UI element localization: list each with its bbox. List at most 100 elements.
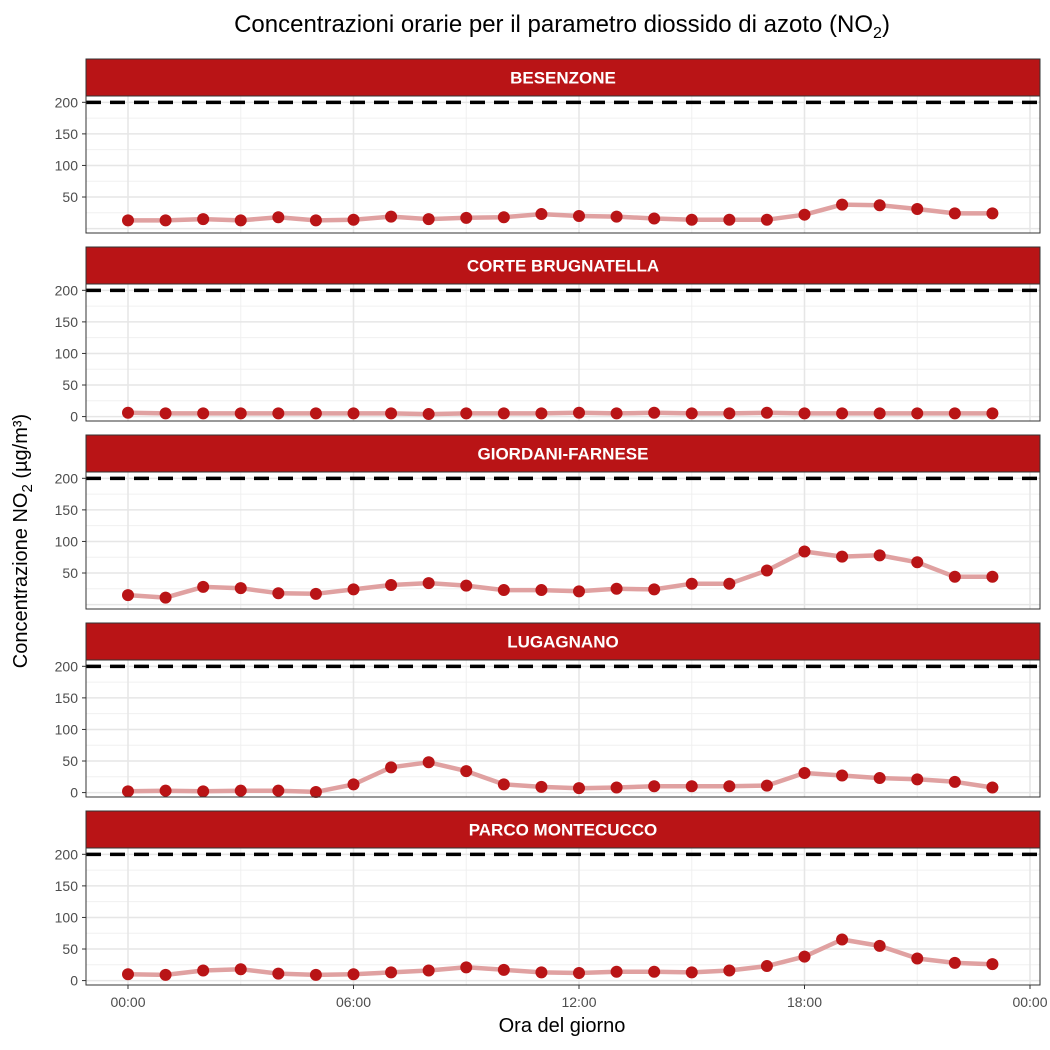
data-point (911, 407, 924, 420)
data-point (234, 407, 247, 420)
data-point (122, 968, 134, 981)
strip-lugagnano (85, 622, 1041, 661)
data-point (197, 213, 210, 226)
data-point (385, 579, 398, 592)
data-point (836, 198, 849, 211)
data-point (873, 199, 886, 212)
data-point (535, 407, 548, 420)
data-point (948, 407, 961, 420)
data-point (234, 784, 247, 797)
data-point (535, 584, 548, 597)
data-point (535, 780, 548, 793)
x-tick-label: 06:00 (336, 994, 371, 1010)
y-tick-label: 50 (62, 189, 78, 205)
data-point (422, 756, 435, 769)
data-point (347, 968, 360, 981)
data-point (685, 780, 698, 793)
data-point (610, 781, 623, 794)
data-point (610, 965, 623, 978)
panel-border (85, 471, 1041, 610)
data-point (723, 577, 736, 590)
y-tick-label: 200 (55, 94, 79, 110)
y-tick-label: 100 (55, 533, 79, 549)
data-point (385, 407, 398, 420)
data-point (122, 406, 134, 419)
data-point (197, 785, 210, 798)
data-point (873, 549, 886, 562)
data-point (798, 950, 811, 963)
strip-label: LUGAGNANO (507, 633, 618, 652)
data-point (197, 580, 210, 593)
data-point (948, 775, 961, 788)
strip-corte-brugnatella (85, 246, 1041, 285)
data-point (723, 213, 736, 226)
data-point (460, 407, 473, 420)
data-point (272, 407, 285, 420)
data-point (760, 406, 773, 419)
data-point (535, 208, 548, 221)
y-tick-label: 0 (70, 785, 78, 801)
data-point (798, 208, 811, 221)
data-point (610, 210, 623, 223)
y-tick-label: 100 (55, 909, 79, 925)
y-tick-label: 0 (70, 409, 78, 425)
panel-border (85, 659, 1041, 798)
data-point (234, 963, 247, 976)
data-point (309, 407, 322, 420)
data-point (309, 968, 322, 981)
data-point (836, 550, 849, 563)
data-point (685, 577, 698, 590)
y-tick-label: 50 (62, 753, 78, 769)
strip-label: GIORDANI-FARNESE (478, 445, 649, 464)
y-tick-label: 150 (55, 126, 79, 142)
data-point (648, 965, 661, 978)
data-point (911, 773, 924, 786)
data-point (648, 212, 661, 225)
series-line-giordani-farnese (125, 549, 995, 600)
data-point (497, 211, 510, 224)
data-point (911, 556, 924, 569)
data-point (648, 406, 661, 419)
y-axis-title: Concentrazione NO2 (µg/m³) (10, 414, 36, 668)
strip-parco-montecucco (85, 810, 1041, 849)
data-point (760, 779, 773, 792)
x-axis: 00:00 06:00 12:00 18:00 00:00 (110, 985, 1048, 1010)
x-tick-label: 12:00 (561, 994, 596, 1010)
series-line-lugagnano (125, 760, 995, 795)
series-line-besenzone (125, 202, 995, 223)
data-point (798, 767, 811, 780)
chart-title: Concentrazioni orarie per il parametro d… (234, 11, 890, 42)
data-point (986, 407, 999, 420)
data-point (385, 210, 398, 223)
y-tick-label: 0 (70, 973, 78, 989)
data-point (497, 407, 510, 420)
data-point (122, 785, 134, 798)
data-point (685, 213, 698, 226)
data-point (385, 966, 398, 979)
data-point (460, 579, 473, 592)
data-point (272, 587, 285, 600)
data-point (422, 213, 435, 226)
panel-corte-brugnatella: CORTE BRUGNATELLA 0 50 100 150 200 (55, 246, 1041, 425)
data-point (497, 584, 510, 597)
data-point (573, 406, 585, 419)
data-point (760, 960, 773, 973)
data-point (309, 214, 322, 227)
data-point (422, 408, 435, 421)
data-point (159, 591, 172, 604)
data-point (422, 577, 435, 590)
data-point (948, 570, 961, 583)
data-point (159, 407, 172, 420)
data-point (986, 207, 999, 220)
data-point (911, 203, 924, 216)
x-tick-label: 00:00 (110, 994, 145, 1010)
data-point (798, 545, 811, 558)
data-point (122, 589, 134, 602)
data-point (234, 582, 247, 595)
data-point (309, 587, 322, 600)
data-point (723, 964, 736, 977)
panel-background (86, 848, 1040, 985)
data-point (460, 961, 473, 974)
y-tick-label: 150 (55, 690, 79, 706)
